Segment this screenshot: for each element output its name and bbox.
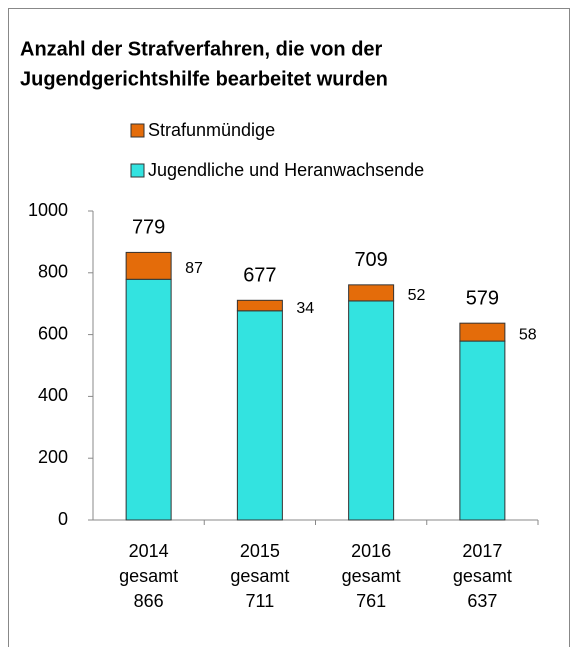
x-tick-label: 866 bbox=[134, 591, 164, 611]
chart-title: Jugendgerichtshilfe bearbeitet wurden bbox=[20, 68, 388, 90]
x-tick-label: gesamt bbox=[453, 566, 512, 586]
chart-title: Anzahl der Strafverfahren, die von der bbox=[20, 38, 383, 60]
x-tick-label: gesamt bbox=[230, 566, 289, 586]
legend-swatch bbox=[130, 163, 145, 178]
x-tick-label: 2014 bbox=[129, 541, 169, 561]
data-label: 579 bbox=[466, 287, 499, 309]
frame bbox=[8, 8, 570, 647]
legend-label: Jugendliche und Heranwachsende bbox=[148, 160, 424, 180]
x-tick-label: gesamt bbox=[342, 566, 401, 586]
bar-segment bbox=[236, 310, 283, 521]
data-label: 58 bbox=[519, 326, 537, 343]
y-tick-label: 800 bbox=[38, 262, 68, 282]
legend-swatch bbox=[130, 123, 145, 138]
y-tick-label: 600 bbox=[38, 323, 68, 343]
x-tick-label: 2016 bbox=[351, 541, 391, 561]
x-tick-label: gesamt bbox=[119, 566, 178, 586]
y-tick-label: 200 bbox=[38, 447, 68, 467]
data-label: 709 bbox=[354, 249, 387, 271]
bar-segment bbox=[125, 278, 172, 521]
bar-segment bbox=[459, 340, 506, 521]
y-tick-label: 1000 bbox=[28, 200, 68, 220]
x-tick-label: 711 bbox=[246, 591, 275, 611]
x-tick-label: 761 bbox=[356, 591, 386, 611]
bar-segment bbox=[236, 299, 283, 312]
bar-segment bbox=[348, 300, 395, 521]
data-label: 52 bbox=[408, 287, 426, 304]
x-tick-label: 2015 bbox=[240, 541, 280, 561]
bar-segment bbox=[348, 284, 395, 302]
x-tick-label: 637 bbox=[467, 591, 497, 611]
data-label: 779 bbox=[132, 217, 165, 239]
bar-segment bbox=[125, 251, 172, 280]
bar-segment bbox=[459, 322, 506, 342]
data-label: 87 bbox=[185, 260, 203, 277]
legend-label: Strafunmündige bbox=[148, 120, 275, 140]
y-tick-label: 0 bbox=[58, 509, 68, 529]
x-tick-label: 2017 bbox=[462, 541, 502, 561]
data-label: 677 bbox=[243, 265, 276, 287]
y-tick-label: 400 bbox=[38, 385, 68, 405]
data-label: 34 bbox=[296, 300, 314, 317]
